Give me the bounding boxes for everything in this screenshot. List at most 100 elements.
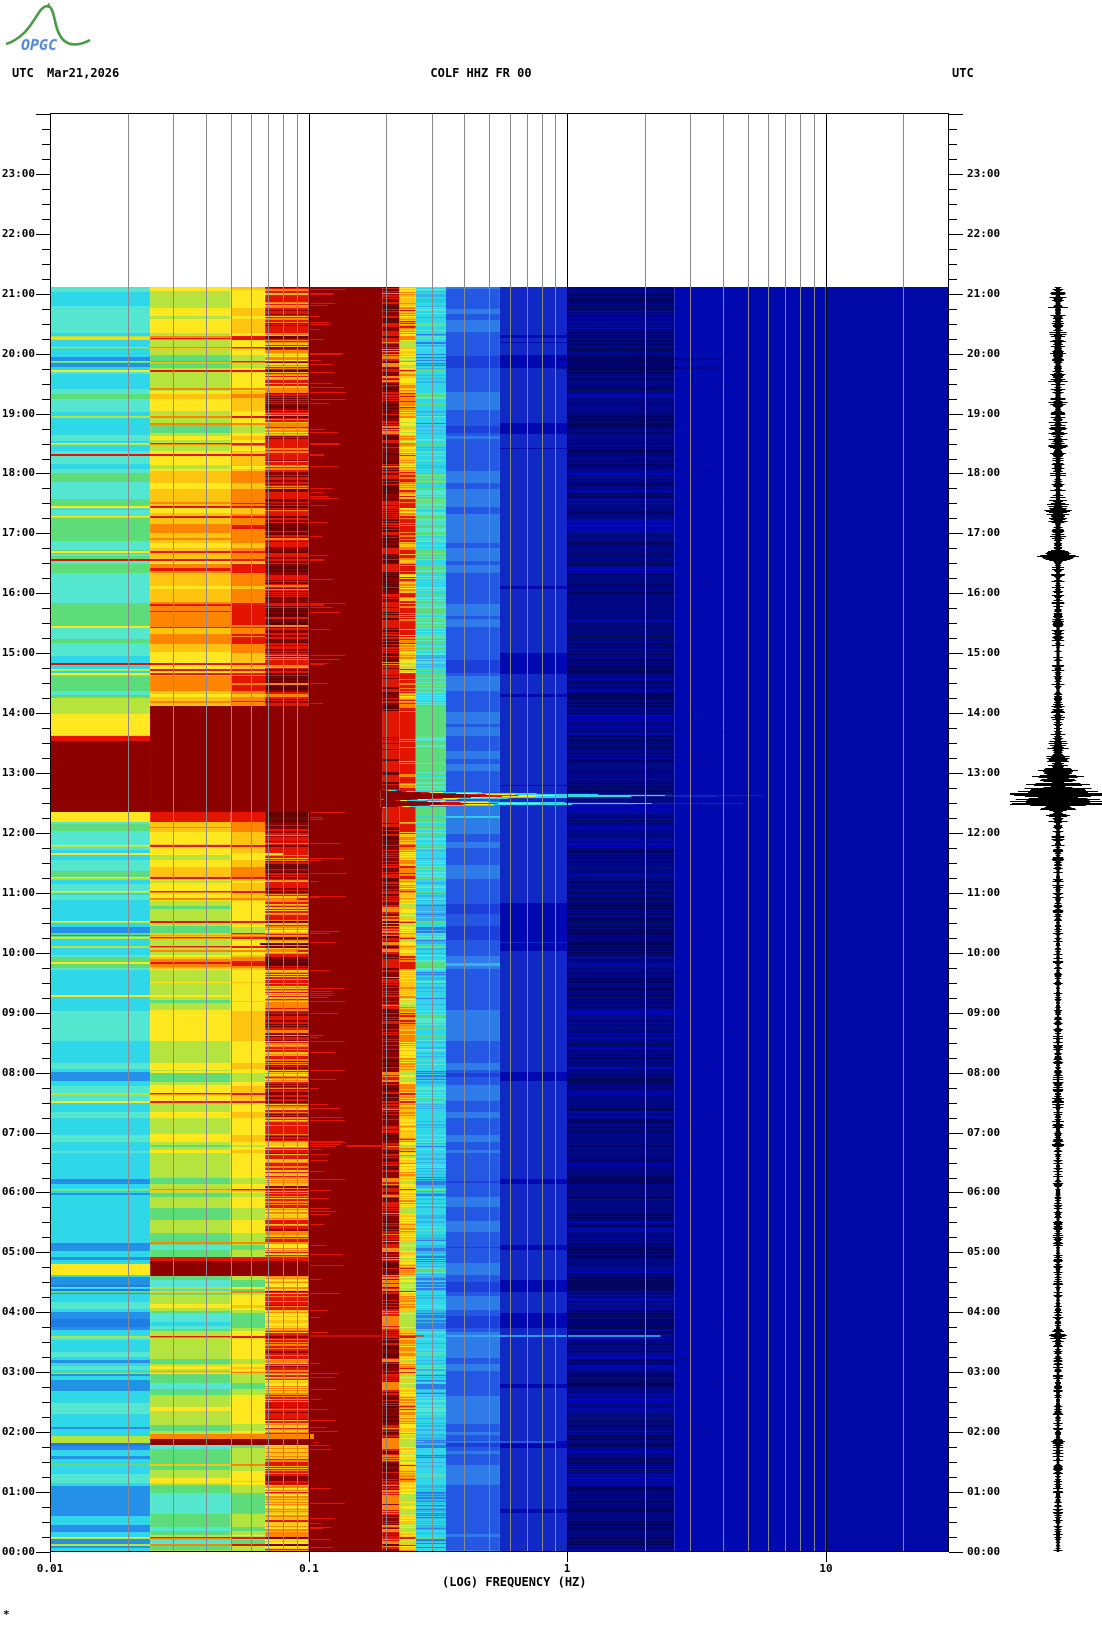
right-minor-tick [949,1103,957,1104]
right-hour-tick [949,593,963,594]
right-hour-tick [949,893,963,894]
right-minor-tick [949,399,957,400]
left-minor-tick [42,189,50,190]
left-minor-tick [42,758,50,759]
right-minor-tick [949,1178,957,1179]
right-minor-tick [949,204,957,205]
left-hour-label: 08:00 [1,1066,35,1079]
right-minor-tick [949,563,957,564]
right-minor-tick [949,189,957,190]
left-hour-tick [36,893,50,894]
left-hour-label: 11:00 [1,886,35,899]
left-minor-tick [42,863,50,864]
left-minor-tick [42,788,50,789]
right-minor-tick [949,1522,957,1523]
right-hour-tick [949,1492,963,1493]
right-minor-tick [949,1222,957,1223]
right-minor-tick [949,1447,957,1448]
right-minor-tick [949,1507,957,1508]
left-minor-tick [42,1342,50,1343]
right-hour-label: 02:00 [967,1425,1001,1438]
right-minor-tick [949,1043,957,1044]
left-hour-tick [36,653,50,654]
left-minor-tick [42,1088,50,1089]
left-minor-tick [42,1522,50,1523]
utc-label-left: UTC [12,66,34,80]
left-minor-tick [42,1537,50,1538]
right-minor-tick [949,249,957,250]
left-minor-tick [42,878,50,879]
right-minor-tick [949,384,957,385]
right-hour-label: 13:00 [967,766,1001,779]
left-minor-tick [42,698,50,699]
left-hour-tick [36,354,50,355]
left-hour-tick [36,1073,50,1074]
right-hour-label: 04:00 [967,1305,1001,1318]
left-minor-tick [42,1507,50,1508]
right-minor-tick [949,309,957,310]
right-minor-tick [949,803,957,804]
right-hour-label: 03:00 [967,1365,1001,1378]
right-hour-tick [949,354,963,355]
left-minor-tick [42,968,50,969]
frequency-tick [309,1552,310,1562]
left-minor-tick [42,1357,50,1358]
left-minor-tick [42,1103,50,1104]
right-minor-tick [949,1342,957,1343]
left-minor-tick [42,129,50,130]
left-minor-tick [42,938,50,939]
right-minor-tick [949,1402,957,1403]
left-minor-tick [42,728,50,729]
right-minor-tick [949,908,957,909]
left-hour-tick [36,773,50,774]
right-hour-label: 00:00 [967,1545,1001,1558]
right-minor-tick [949,1163,957,1164]
left-minor-tick [42,608,50,609]
left-minor-tick [42,1297,50,1298]
left-minor-tick [42,518,50,519]
right-hour-label: 10:00 [967,946,1001,959]
right-minor-tick [949,1357,957,1358]
left-minor-tick [42,1237,50,1238]
right-hour-tick [949,414,963,415]
left-minor-tick [42,339,50,340]
right-hour-label: 15:00 [967,646,1001,659]
left-minor-tick [42,144,50,145]
right-minor-tick [949,503,957,504]
right-hour-tick [949,833,963,834]
frequency-tick-label: 0.01 [36,1562,64,1575]
right-hour-label: 08:00 [967,1066,1001,1079]
footnote-asterisk: * [3,1608,10,1621]
left-hour-label: 14:00 [1,706,35,719]
left-hour-label: 20:00 [1,347,35,360]
right-minor-tick [949,968,957,969]
right-hour-label: 18:00 [967,466,1001,479]
right-minor-tick [949,324,957,325]
left-minor-tick [42,638,50,639]
right-minor-tick [949,743,957,744]
right-minor-tick [949,129,957,130]
left-minor-tick [42,1387,50,1388]
left-minor-tick [42,668,50,669]
left-minor-tick [42,998,50,999]
right-hour-label: 06:00 [967,1185,1001,1198]
left-minor-tick [42,623,50,624]
right-minor-tick [949,339,957,340]
right-minor-tick [949,548,957,549]
left-hour-tick [36,114,50,115]
right-hour-label: 07:00 [967,1126,1001,1139]
left-hour-label: 12:00 [1,826,35,839]
left-minor-tick [42,1402,50,1403]
left-minor-tick [42,279,50,280]
right-hour-tick [949,234,963,235]
frequency-tick [50,1552,51,1562]
logo-text: OPGC [21,36,57,54]
left-hour-tick [36,414,50,415]
left-hour-label: 07:00 [1,1126,35,1139]
right-hour-label: 23:00 [967,167,1001,180]
left-hour-label: 18:00 [1,466,35,479]
right-minor-tick [949,144,957,145]
date-label: Mar21,2026 [47,66,120,80]
left-minor-tick [42,908,50,909]
left-hour-tick [36,1312,50,1313]
